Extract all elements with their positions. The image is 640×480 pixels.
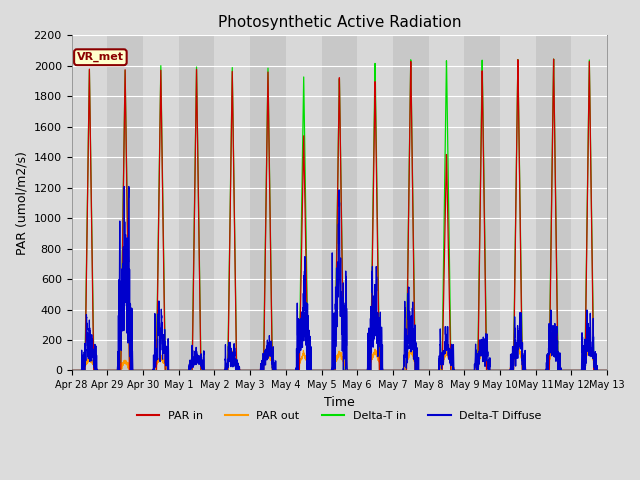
Title: Photosynthetic Active Radiation: Photosynthetic Active Radiation xyxy=(218,15,461,30)
Text: VR_met: VR_met xyxy=(77,52,124,62)
Bar xyxy=(143,36,179,371)
Bar xyxy=(72,36,108,371)
Bar xyxy=(429,36,465,371)
Bar xyxy=(250,36,286,371)
Y-axis label: PAR (umol/m2/s): PAR (umol/m2/s) xyxy=(15,151,28,255)
Bar xyxy=(500,36,536,371)
Bar xyxy=(357,36,393,371)
Bar xyxy=(393,36,429,371)
Bar xyxy=(108,36,143,371)
Bar xyxy=(286,36,321,371)
Bar xyxy=(321,36,357,371)
Bar xyxy=(214,36,250,371)
Bar xyxy=(572,36,607,371)
Bar xyxy=(536,36,572,371)
Bar xyxy=(465,36,500,371)
X-axis label: Time: Time xyxy=(324,396,355,408)
Bar xyxy=(179,36,214,371)
Legend: PAR in, PAR out, Delta-T in, Delta-T Diffuse: PAR in, PAR out, Delta-T in, Delta-T Dif… xyxy=(132,406,547,425)
